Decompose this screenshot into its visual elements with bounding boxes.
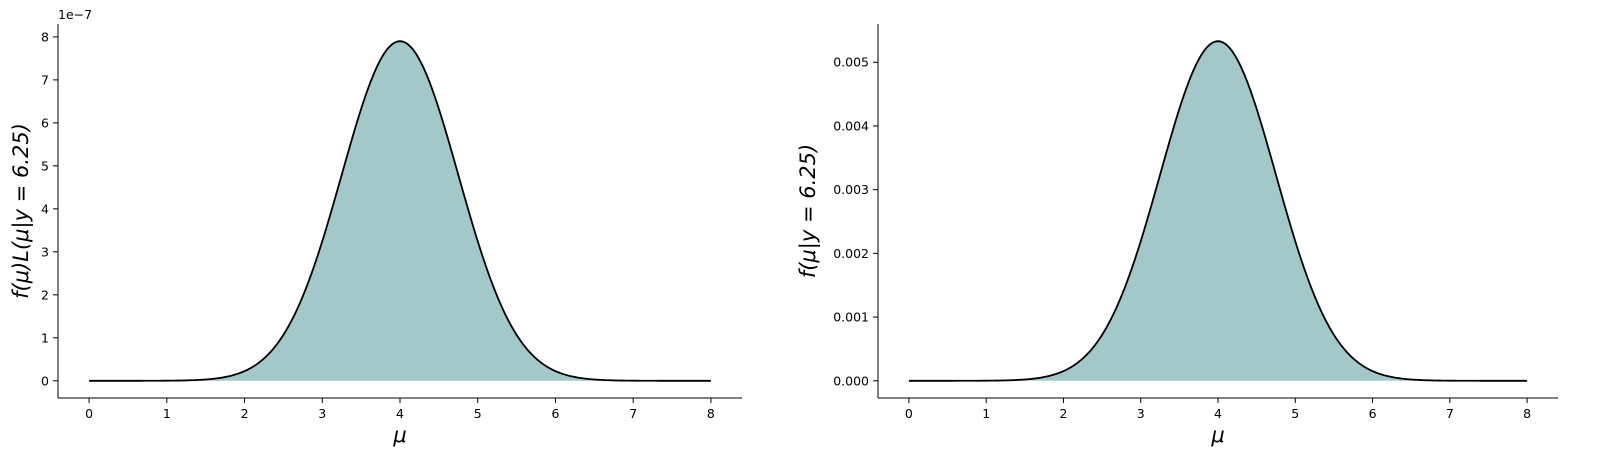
left-x-tick-label: 3 <box>318 406 326 421</box>
left-x-ticks: 0 1 2 3 4 5 6 7 8 <box>85 398 715 421</box>
left-y-tick-label: 3 <box>41 244 49 259</box>
left-x-tick-label: 1 <box>163 406 171 421</box>
right-x-tick-label: 8 <box>1523 406 1531 421</box>
right-x-tick-label: 2 <box>1059 406 1067 421</box>
left-x-tick-label: 8 <box>707 406 715 421</box>
right-fill-area <box>908 41 1528 381</box>
right-x-tick-label: 3 <box>1137 406 1145 421</box>
right-x-tick-label: 7 <box>1446 406 1454 421</box>
left-y-ticks: 0 1 2 3 4 5 6 7 8 <box>41 29 58 388</box>
right-x-axis-label: μ <box>1210 423 1224 447</box>
left-density-curve <box>89 40 711 382</box>
right-y-tick-label: 0.005 <box>833 55 869 70</box>
left-y-tick-label: 6 <box>41 115 49 130</box>
left-x-axis-label: μ <box>392 423 406 447</box>
left-x-tick-label: 7 <box>629 406 637 421</box>
right-y-tick-label: 0.002 <box>833 246 869 261</box>
left-fill-area <box>89 41 711 381</box>
left-y-tick-label: 1 <box>41 330 49 345</box>
right-y-ticks: 0.000 0.001 0.002 0.003 0.004 0.005 <box>833 55 878 388</box>
left-y-axis-label: f(μ)L(μ|y = 6.25) <box>9 123 34 299</box>
right-x-tick-label: 0 <box>905 406 913 421</box>
left-chart: 0 1 2 3 4 5 6 7 8 0 1 2 3 4 5 6 7 8 1e−7 μ f(μ)L(μ|y = 6… <box>9 7 742 447</box>
left-y-tick-label: 8 <box>41 29 49 44</box>
left-y-tick-label: 2 <box>41 287 49 302</box>
left-x-tick-label: 4 <box>396 406 404 421</box>
right-density-curve <box>908 40 1528 382</box>
right-y-axis-label: f(μ|y = 6.25) <box>796 144 821 278</box>
right-x-tick-label: 4 <box>1214 406 1222 421</box>
right-plot-area <box>908 40 1528 382</box>
right-x-tick-label: 1 <box>982 406 990 421</box>
right-y-tick-label: 0.001 <box>833 310 869 325</box>
left-x-tick-label: 5 <box>474 406 482 421</box>
right-chart: 0 1 2 3 4 5 6 7 8 0.000 0.001 0.002 0.003 0.004 0.005… <box>796 24 1558 447</box>
right-x-tick-label: 5 <box>1291 406 1299 421</box>
left-plot-area <box>89 40 711 382</box>
right-x-ticks: 0 1 2 3 4 5 6 7 8 <box>905 398 1531 421</box>
left-x-tick-label: 2 <box>241 406 249 421</box>
left-y-tick-label: 0 <box>41 373 49 388</box>
left-y-tick-label: 7 <box>41 72 49 87</box>
right-y-tick-label: 0.003 <box>833 182 869 197</box>
left-y-offset-label: 1e−7 <box>58 7 92 22</box>
left-x-tick-label: 0 <box>85 406 93 421</box>
left-x-tick-label: 6 <box>551 406 559 421</box>
right-y-tick-label: 0.000 <box>833 373 869 388</box>
right-x-tick-label: 6 <box>1369 406 1377 421</box>
left-y-tick-label: 5 <box>41 158 49 173</box>
left-y-tick-label: 4 <box>41 201 49 216</box>
right-y-tick-label: 0.004 <box>833 118 869 133</box>
